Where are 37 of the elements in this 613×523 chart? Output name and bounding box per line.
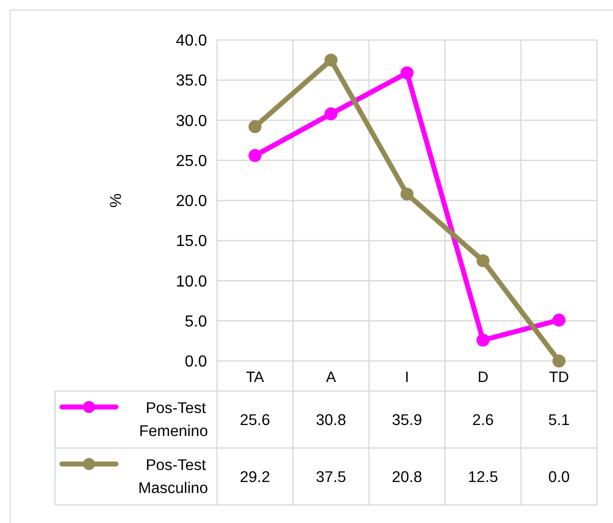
y-tick-label: 30.0 (176, 112, 208, 130)
point (552, 314, 566, 327)
y-tick-label: 5.0 (184, 313, 208, 330)
x-tick-label: TA (246, 369, 264, 386)
y-tick-label: 10.0 (176, 273, 208, 290)
y-tick-label: 25.0 (176, 152, 208, 170)
y-tick-label: 35.0 (176, 72, 208, 90)
x-tick-label: I (404, 369, 410, 386)
x-tick-label: D (478, 369, 489, 386)
y-tick-label: 40.0 (176, 32, 208, 50)
data-label: 5.1 (548, 412, 570, 429)
data-label: 25.6 (240, 412, 270, 429)
x-tick-label: TD (549, 369, 570, 386)
point (324, 54, 338, 67)
data-label: 30.8 (316, 412, 346, 429)
point (552, 354, 566, 368)
point (476, 254, 490, 268)
data-label: 12.5 (468, 468, 498, 486)
y-axis-title: % (108, 193, 125, 208)
data-label: 29.2 (240, 468, 270, 486)
point (324, 107, 338, 120)
y-tick-label: 20.0 (176, 193, 208, 210)
point (400, 188, 414, 201)
point (476, 334, 490, 347)
point (248, 149, 262, 162)
y-tick-label: 0.0 (184, 354, 208, 371)
data-label: 0.0 (548, 468, 570, 486)
data-label: 20.8 (392, 468, 422, 486)
data-label: 35.9 (392, 412, 422, 429)
point (400, 66, 414, 80)
legend-label: Pos-Test Masculino (138, 457, 208, 497)
point (248, 120, 262, 134)
data-label: 2.6 (472, 412, 494, 429)
legend-label: Pos-Test Femenino (139, 400, 208, 440)
x-tick-label: A (326, 369, 336, 386)
y-tick-label: 15.0 (176, 233, 208, 250)
data-label: 37.5 (316, 468, 346, 486)
